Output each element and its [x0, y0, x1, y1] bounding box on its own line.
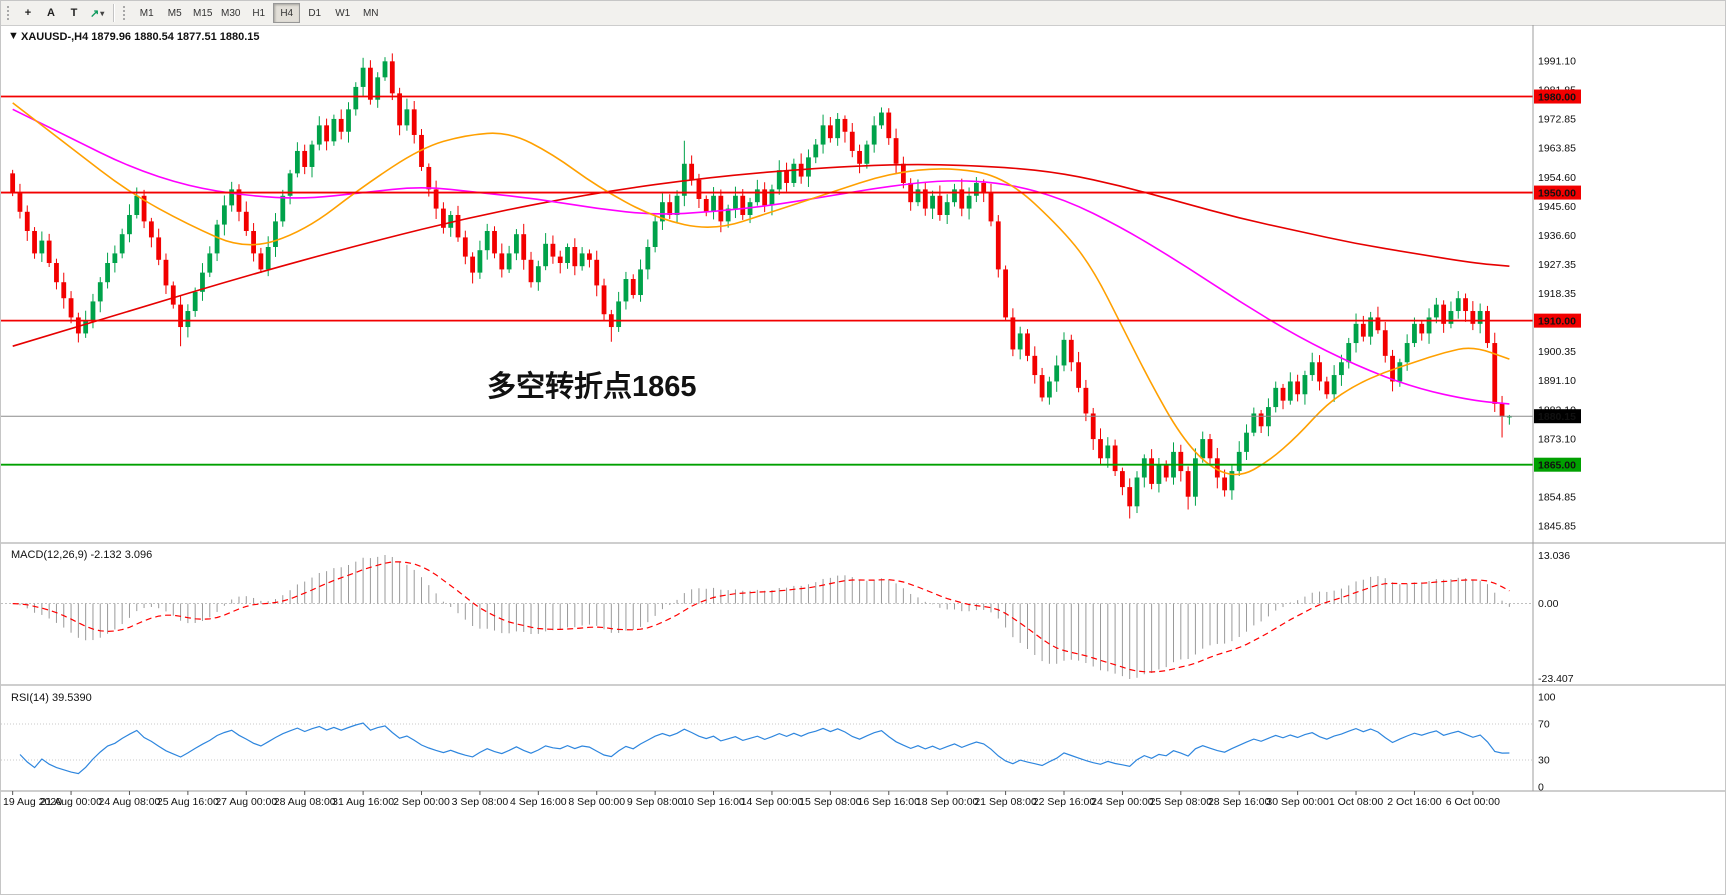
crosshair-button[interactable]: +	[17, 3, 39, 23]
time-label: 21 Aug 00:00	[40, 796, 102, 808]
time-label: 24 Aug 08:00	[99, 796, 161, 808]
price-tick-label: 1873.10	[1538, 433, 1576, 445]
time-label: 10 Sep 16:00	[682, 796, 745, 808]
time-label: 28 Aug 08:00	[274, 796, 336, 808]
rsi-label: RSI(14) 39.5390	[11, 692, 92, 704]
price-tag	[1534, 313, 1581, 328]
macd-signal-line	[12, 561, 1510, 673]
rsi-axis-label: 70	[1538, 719, 1550, 731]
time-label: 30 Sep 00:00	[1266, 796, 1329, 808]
timeframe-h1-button[interactable]: H1	[245, 3, 272, 23]
toolbar-grip[interactable]	[7, 6, 12, 20]
toolbar-separator	[113, 4, 115, 22]
rsi-axis-label: 0	[1538, 782, 1544, 794]
time-label: 4 Sep 16:00	[510, 796, 567, 808]
price-tag-label: 1910.00	[1538, 315, 1576, 327]
ma-fast-orange	[12, 102, 1510, 476]
time-label: 3 Sep 08:00	[452, 796, 509, 808]
price-tick-label: 1954.60	[1538, 172, 1576, 184]
timeframe-mn-button[interactable]: MN	[357, 3, 384, 23]
bid-price-tag	[1534, 409, 1581, 424]
timeframe-d1-button[interactable]: D1	[301, 3, 328, 23]
time-label: 6 Oct 00:00	[1446, 796, 1500, 808]
macd-axis-label: -23.407	[1538, 673, 1574, 685]
rsi-axis-label: 30	[1538, 755, 1550, 767]
timeframe-h4-button[interactable]: H4	[273, 3, 301, 23]
price-tick-label: 1991.10	[1538, 56, 1576, 68]
rsi-line	[19, 722, 1510, 775]
price-tick-label: 1963.85	[1538, 143, 1576, 155]
price-tick-label: 1945.60	[1538, 201, 1576, 213]
timeframe-m15-button[interactable]: M15	[189, 3, 216, 23]
quote-line: XAUUSD-,H4 1879.96 1880.54 1877.51 1880.…	[21, 31, 260, 43]
time-label: 2 Sep 00:00	[393, 796, 450, 808]
macd-axis-label: 0.00	[1538, 598, 1559, 610]
time-label: 24 Sep 00:00	[1091, 796, 1154, 808]
candlestick-series	[10, 53, 1512, 519]
time-label: 1 Oct 08:00	[1329, 796, 1383, 808]
price-tag-label: 1980.00	[1538, 91, 1576, 103]
price-tick-label: 1891.10	[1538, 375, 1576, 387]
macd-label: MACD(12,26,9) -2.132 3.096	[11, 549, 152, 561]
price-tick-label: 1972.85	[1538, 114, 1576, 126]
time-label: 19 Aug 2020	[3, 796, 62, 808]
timeframe-m1-button[interactable]: M1	[133, 3, 160, 23]
timeframe-m30-button[interactable]: M30	[217, 3, 244, 23]
arrows-dropdown-button[interactable]: ↗ ▾	[86, 3, 108, 23]
chart-annotation[interactable]: 多空转折点1865	[487, 369, 697, 403]
price-tick-label: 1936.60	[1538, 230, 1576, 242]
time-label: 9 Sep 08:00	[627, 796, 684, 808]
price-tick-label: 1927.35	[1538, 259, 1576, 271]
crosshair-icon: +	[24, 7, 32, 19]
time-label: 16 Sep 16:00	[858, 796, 921, 808]
ma-mid-magenta	[12, 108, 1510, 405]
time-label: 8 Sep 00:00	[568, 796, 625, 808]
macd-axis-label: 13.036	[1538, 550, 1570, 562]
time-label: 28 Sep 16:00	[1208, 796, 1271, 808]
text-tool-button[interactable]: T	[63, 3, 85, 23]
time-label: 18 Sep 00:00	[916, 796, 979, 808]
price-tick-label: 1854.85	[1538, 491, 1576, 503]
dropdown-caret-icon: ▾	[100, 8, 105, 18]
price-tag-label: 1865.00	[1538, 459, 1576, 471]
rsi-axis-label: 100	[1538, 692, 1556, 704]
timeframe-m5-button[interactable]: M5	[161, 3, 188, 23]
price-tag	[1534, 457, 1581, 472]
time-label: 15 Sep 08:00	[799, 796, 862, 808]
price-tag-label: 1950.00	[1538, 187, 1576, 199]
timeframe-w1-button[interactable]: W1	[329, 3, 356, 23]
time-label: 27 Aug 00:00	[215, 796, 277, 808]
toolbar-grip-2[interactable]	[123, 6, 128, 20]
chart-toolbar: + A T ↗ ▾ M1 M5 M15 M30 H1 H4 D1 W1 MN	[1, 1, 1725, 26]
price-tick-label: 1900.35	[1538, 346, 1576, 358]
price-tick-label: 1845.85	[1538, 521, 1576, 533]
time-label: 2 Oct 16:00	[1387, 796, 1441, 808]
text-label-button[interactable]: A	[40, 3, 62, 23]
price-tick-label: 1918.35	[1538, 288, 1576, 300]
time-label: 14 Sep 00:00	[741, 796, 804, 808]
text-tool-icon: T	[70, 7, 78, 19]
macd-histogram	[19, 555, 1510, 679]
ma-slow-red	[12, 163, 1510, 347]
symbol-collapse-icon[interactable]: ▼	[8, 30, 19, 42]
time-label: 21 Sep 08:00	[974, 796, 1037, 808]
time-label: 31 Aug 16:00	[332, 796, 394, 808]
bid-price-tag-label: 1880.15	[1538, 411, 1576, 423]
text-label-icon: A	[47, 7, 55, 19]
time-label: 22 Sep 16:00	[1033, 796, 1096, 808]
price-tag	[1534, 185, 1581, 200]
chart-area[interactable]: 1991.101981.851972.851963.851954.601945.…	[1, 25, 1726, 895]
time-label: 25 Aug 16:00	[157, 796, 219, 808]
time-label: 25 Sep 08:00	[1150, 796, 1213, 808]
price-tag	[1534, 89, 1581, 104]
arrow-icon: ↗	[90, 7, 100, 20]
